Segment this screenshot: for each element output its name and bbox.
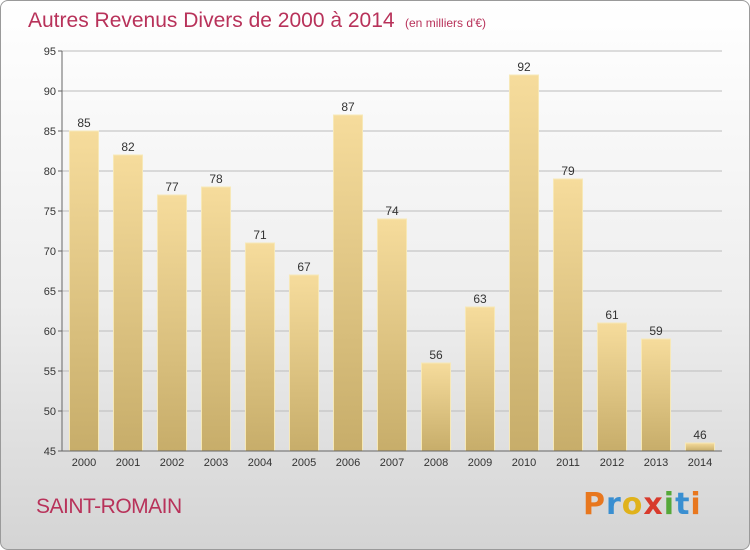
value-label-2012: 61 bbox=[605, 308, 619, 322]
y-tick-label: 75 bbox=[44, 206, 56, 218]
bar-2005 bbox=[288, 274, 320, 452]
bar-2010 bbox=[508, 74, 540, 452]
logo-letter: x bbox=[643, 487, 664, 522]
chart-title: Autres Revenus Divers de 2000 à 2014 (en… bbox=[28, 9, 486, 33]
logo-letter: i bbox=[663, 487, 676, 522]
x-tick-label-2006: 2006 bbox=[336, 457, 360, 469]
x-tick-label-2004: 2004 bbox=[248, 457, 272, 469]
place-name: SAINT-ROMAIN bbox=[36, 495, 182, 518]
x-tick-label-2003: 2003 bbox=[204, 457, 228, 469]
x-tick-label-2005: 2005 bbox=[292, 457, 316, 469]
y-tick-label: 85 bbox=[44, 126, 56, 138]
bar-2012 bbox=[596, 322, 628, 452]
y-tick-label: 65 bbox=[44, 286, 56, 298]
y-tick-label: 45 bbox=[44, 446, 56, 458]
value-label-2004: 71 bbox=[253, 228, 267, 242]
value-label-2007: 74 bbox=[385, 204, 399, 218]
bar-2003 bbox=[200, 186, 232, 452]
value-label-2013: 59 bbox=[649, 324, 663, 338]
y-tick-label: 60 bbox=[44, 326, 56, 338]
bar-2007 bbox=[376, 218, 408, 452]
x-tick-label-2012: 2012 bbox=[600, 457, 624, 469]
bar-2014 bbox=[684, 442, 716, 452]
logo-letter: o bbox=[621, 487, 644, 522]
value-label-2001: 82 bbox=[121, 140, 135, 154]
y-tick-label: 50 bbox=[44, 406, 56, 418]
value-label-2009: 63 bbox=[473, 292, 487, 306]
y-tick-label: 70 bbox=[44, 246, 56, 258]
y-tick-label: 80 bbox=[44, 166, 56, 178]
bar-2011 bbox=[552, 178, 584, 452]
bar-2004 bbox=[244, 242, 276, 452]
bar-2001 bbox=[112, 154, 144, 452]
x-tick-label-2007: 2007 bbox=[380, 457, 404, 469]
chart-title-text: Autres Revenus Divers de 2000 à 2014 bbox=[28, 9, 395, 32]
proxiti-logo[interactable]: Proxiti bbox=[583, 487, 702, 522]
y-tick-label: 55 bbox=[44, 366, 56, 378]
x-tick-label-2014: 2014 bbox=[688, 457, 712, 469]
value-label-2003: 78 bbox=[209, 172, 223, 186]
value-label-2010: 92 bbox=[517, 60, 531, 74]
x-tick-label-2013: 2013 bbox=[644, 457, 668, 469]
bar-2000 bbox=[68, 130, 100, 452]
x-tick-label-2008: 2008 bbox=[424, 457, 448, 469]
bars: 85 82 77 78 71 67 87 74 56 63 92 79 61 59 46 bbox=[68, 60, 716, 452]
chart-subtitle: (en milliers d'€) bbox=[405, 16, 486, 30]
value-label-2011: 79 bbox=[561, 164, 575, 178]
bar-2013 bbox=[640, 338, 672, 452]
bar-2009 bbox=[464, 306, 496, 452]
value-label-2005: 67 bbox=[297, 260, 311, 274]
x-tick-label-2010: 2010 bbox=[512, 457, 536, 469]
logo-letter: r bbox=[606, 487, 622, 522]
bar-2008 bbox=[420, 362, 452, 452]
x-tick-label-2002: 2002 bbox=[160, 457, 184, 469]
x-tick-label-2001: 2001 bbox=[116, 457, 140, 469]
x-tick-label-2011: 2011 bbox=[556, 457, 580, 469]
value-label-2008: 56 bbox=[429, 348, 443, 362]
bar-2006 bbox=[332, 114, 364, 452]
bar-2002 bbox=[156, 194, 188, 452]
logo-letter: i bbox=[690, 487, 702, 522]
value-label-2006: 87 bbox=[341, 100, 355, 114]
value-label-2000: 85 bbox=[77, 116, 91, 130]
value-label-2002: 77 bbox=[165, 180, 179, 194]
y-tick-label: 95 bbox=[44, 46, 56, 58]
logo-letter: P bbox=[583, 487, 606, 522]
logo-letter: t bbox=[675, 487, 691, 522]
x-tick-label-2000: 2000 bbox=[72, 457, 96, 469]
axes: 45 50 55 60 65 70 75 80 85 90 95 2000 2001 2002 2003 20… bbox=[44, 46, 722, 469]
y-tick-label: 90 bbox=[44, 86, 56, 98]
x-tick-label-2009: 2009 bbox=[468, 457, 492, 469]
value-label-2014: 46 bbox=[693, 428, 707, 442]
